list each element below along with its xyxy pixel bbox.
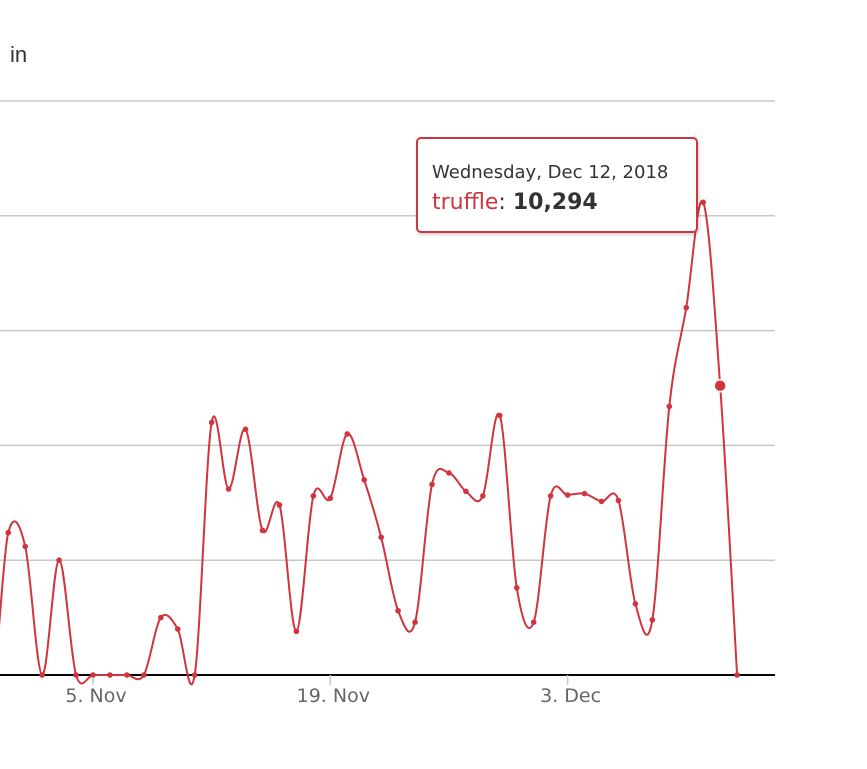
highlighted-data-point <box>713 378 727 393</box>
data-point-2018-11-07 <box>124 672 130 678</box>
data-point-2018-11-20 <box>344 431 351 437</box>
data-point-2018-11-10 <box>174 626 181 632</box>
data-point-2018-12-10 <box>683 304 690 311</box>
data-point-2018-12-01 <box>530 619 537 625</box>
data-point-2018-11-24 <box>412 619 418 625</box>
x-tick-label-0: 5. Nov <box>65 685 126 707</box>
tooltip-row: truffle: 10,294 <box>432 190 598 215</box>
data-point-2018-11-17 <box>293 628 300 635</box>
data-point-2018-12-08 <box>649 617 656 623</box>
data-point-2018-11-13 <box>225 486 232 492</box>
data-point-2018-12-05 <box>598 498 605 505</box>
chart-tooltip: Wednesday, Dec 12, 2018 truffle: 10,294 <box>416 137 698 233</box>
x-tick-label-2: 3. Dec <box>540 685 601 707</box>
data-point-2018-11-23 <box>395 607 401 614</box>
chart-title-fragment: in <box>10 42 28 67</box>
data-point-2018-11-25 <box>429 481 435 488</box>
data-point-2018-11-26 <box>446 470 452 476</box>
data-point-2018-11-30 <box>513 584 520 591</box>
data-point-2018-11-21 <box>361 477 368 483</box>
data-point-2018-11-22 <box>378 534 384 541</box>
data-point-2018-11-19 <box>327 495 334 502</box>
data-point-2018-12-11 <box>700 199 706 206</box>
data-point-2018-11-18 <box>310 493 317 499</box>
data-point-2018-11-27 <box>463 488 469 495</box>
data-point-2018-11-12 <box>208 419 215 426</box>
series-line-0 <box>0 199 739 686</box>
data-point-2018-11-14 <box>242 426 249 433</box>
tooltip-separator: : <box>498 190 513 215</box>
data-point-2018-12-03 <box>564 492 571 498</box>
data-point-2018-10-31 <box>5 529 12 536</box>
data-point-2018-12-06 <box>615 497 622 504</box>
data-point-2018-11-11 <box>191 672 198 678</box>
data-point-2018-11-16 <box>276 502 283 508</box>
data-point-2018-11-06 <box>107 672 113 678</box>
data-point-2018-11-05 <box>90 672 96 678</box>
data-point-2018-11-15 <box>259 527 266 534</box>
tooltip-value: 10,294 <box>512 190 598 215</box>
tooltip-series-name: truffle <box>432 190 499 215</box>
data-point-2018-12-07 <box>632 601 639 607</box>
x-tick-label-1: 19. Nov <box>297 685 370 707</box>
data-point-2018-11-03 <box>56 557 62 563</box>
data-point-2018-11-08 <box>141 672 147 678</box>
data-point-2018-12-02 <box>547 493 554 499</box>
tooltip-date: Wednesday, Dec 12, 2018 <box>432 162 669 183</box>
data-point-2018-11-28 <box>480 493 486 499</box>
data-point-2018-12-04 <box>581 490 588 497</box>
data-point-2018-11-29 <box>497 412 503 419</box>
data-point-2018-11-04 <box>73 672 79 678</box>
data-point-2018-12-09 <box>666 403 673 410</box>
data-point-2018-12-13 <box>734 672 740 678</box>
data-point-2018-11-02 <box>39 672 45 678</box>
data-point-2018-11-01 <box>22 543 29 550</box>
data-point-2018-11-09 <box>158 614 164 621</box>
